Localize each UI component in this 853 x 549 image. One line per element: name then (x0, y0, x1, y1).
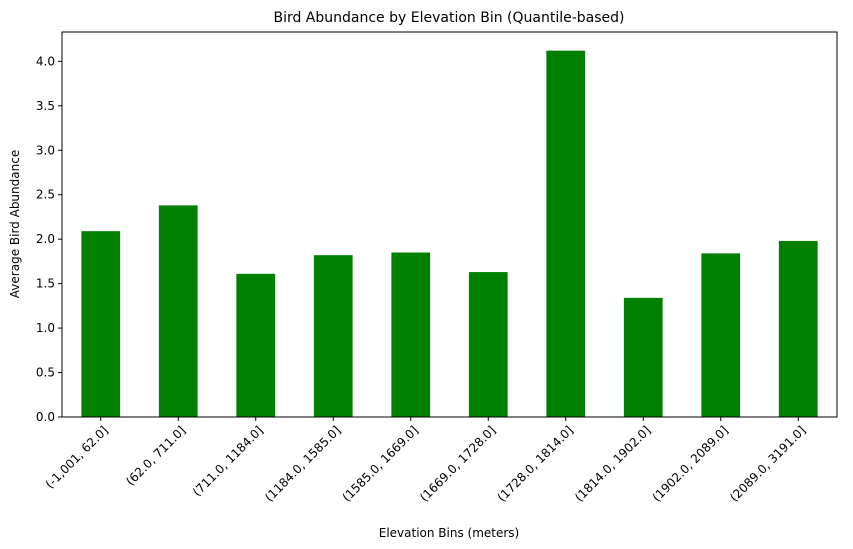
bar-0 (81, 231, 121, 417)
bar-3 (313, 255, 353, 417)
y-tick-label-3: 1.5 (36, 277, 55, 291)
bar-5 (468, 272, 508, 417)
x-tick-label-9: (2089.0, 3191.0] (727, 423, 808, 504)
x-tick-label-0: (-1,001, 62.0] (43, 423, 111, 491)
bar-1 (158, 205, 198, 417)
y-tick-label-6: 3.0 (36, 143, 55, 157)
x-axis-label: Elevation Bins (meters) (379, 526, 520, 540)
x-tick-label-5: (1669.0, 1728.0] (417, 423, 498, 504)
bar-7 (623, 297, 663, 417)
y-tick-label-7: 3.5 (36, 99, 55, 113)
x-tick-label-7: (1814.0, 1902.0] (572, 423, 653, 504)
y-tick-label-5: 2.5 (36, 188, 55, 202)
chart-title: Bird Abundance by Elevation Bin (Quantil… (273, 10, 624, 26)
bars-group (81, 50, 818, 417)
y-tick-label-0: 0.0 (36, 410, 55, 424)
bar-4 (391, 252, 431, 417)
x-tick-label-6: (1728.0, 1814.0] (495, 423, 576, 504)
x-tick-label-3: (1184.0, 1585.0] (262, 423, 343, 504)
bar-9 (778, 240, 818, 417)
bar-8 (701, 253, 741, 417)
bar-6 (546, 50, 586, 417)
x-tick-label-1: (62.0, 711.0] (123, 423, 188, 488)
x-tick-label-2: (711.0, 1184.0] (190, 423, 266, 499)
x-axis: (-1,001, 62.0] (62.0, 711.0] (711.0, 1184.… (43, 417, 808, 505)
x-tick-label-4: (1585.0, 1669.0] (340, 423, 421, 504)
bar-2 (236, 273, 276, 417)
y-tick-label-2: 1.0 (36, 321, 55, 335)
x-tick-label-8: (1902.0, 2089.0] (650, 423, 731, 504)
y-tick-label-1: 0.5 (36, 366, 55, 380)
y-axis: 0.0 0.5 1.0 1.5 2.0 2.5 3.0 3.5 4.0 (36, 54, 62, 424)
y-tick-label-8: 4.0 (36, 54, 55, 68)
y-tick-label-4: 2.0 (36, 232, 55, 246)
y-axis-label: Average Bird Abundance (8, 150, 22, 298)
plot-frame (61, 31, 838, 418)
